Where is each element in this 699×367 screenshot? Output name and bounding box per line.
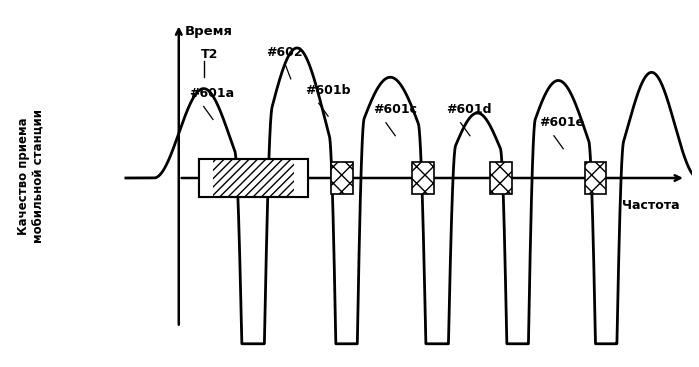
Bar xyxy=(331,162,353,194)
Text: Время: Время xyxy=(185,25,233,38)
Bar xyxy=(199,159,308,197)
Text: T2: T2 xyxy=(201,48,218,61)
Text: Качество приема
мобильной станции: Качество приема мобильной станции xyxy=(17,109,45,243)
Bar xyxy=(294,159,308,197)
Bar xyxy=(490,162,512,194)
Text: #601d: #601d xyxy=(446,103,492,116)
Text: #601a: #601a xyxy=(189,87,234,100)
Bar xyxy=(412,162,434,194)
Text: #601e: #601e xyxy=(540,116,585,129)
Bar xyxy=(331,162,353,194)
Text: #602: #602 xyxy=(266,46,303,59)
Text: #601c: #601c xyxy=(373,103,417,116)
Text: #601b: #601b xyxy=(305,84,351,97)
Bar xyxy=(584,162,607,194)
Bar xyxy=(199,159,308,197)
Text: Частота: Частота xyxy=(622,199,679,212)
Bar xyxy=(199,159,308,197)
Bar xyxy=(584,162,607,194)
Bar xyxy=(490,162,512,194)
Bar xyxy=(412,162,434,194)
Bar xyxy=(199,159,213,197)
